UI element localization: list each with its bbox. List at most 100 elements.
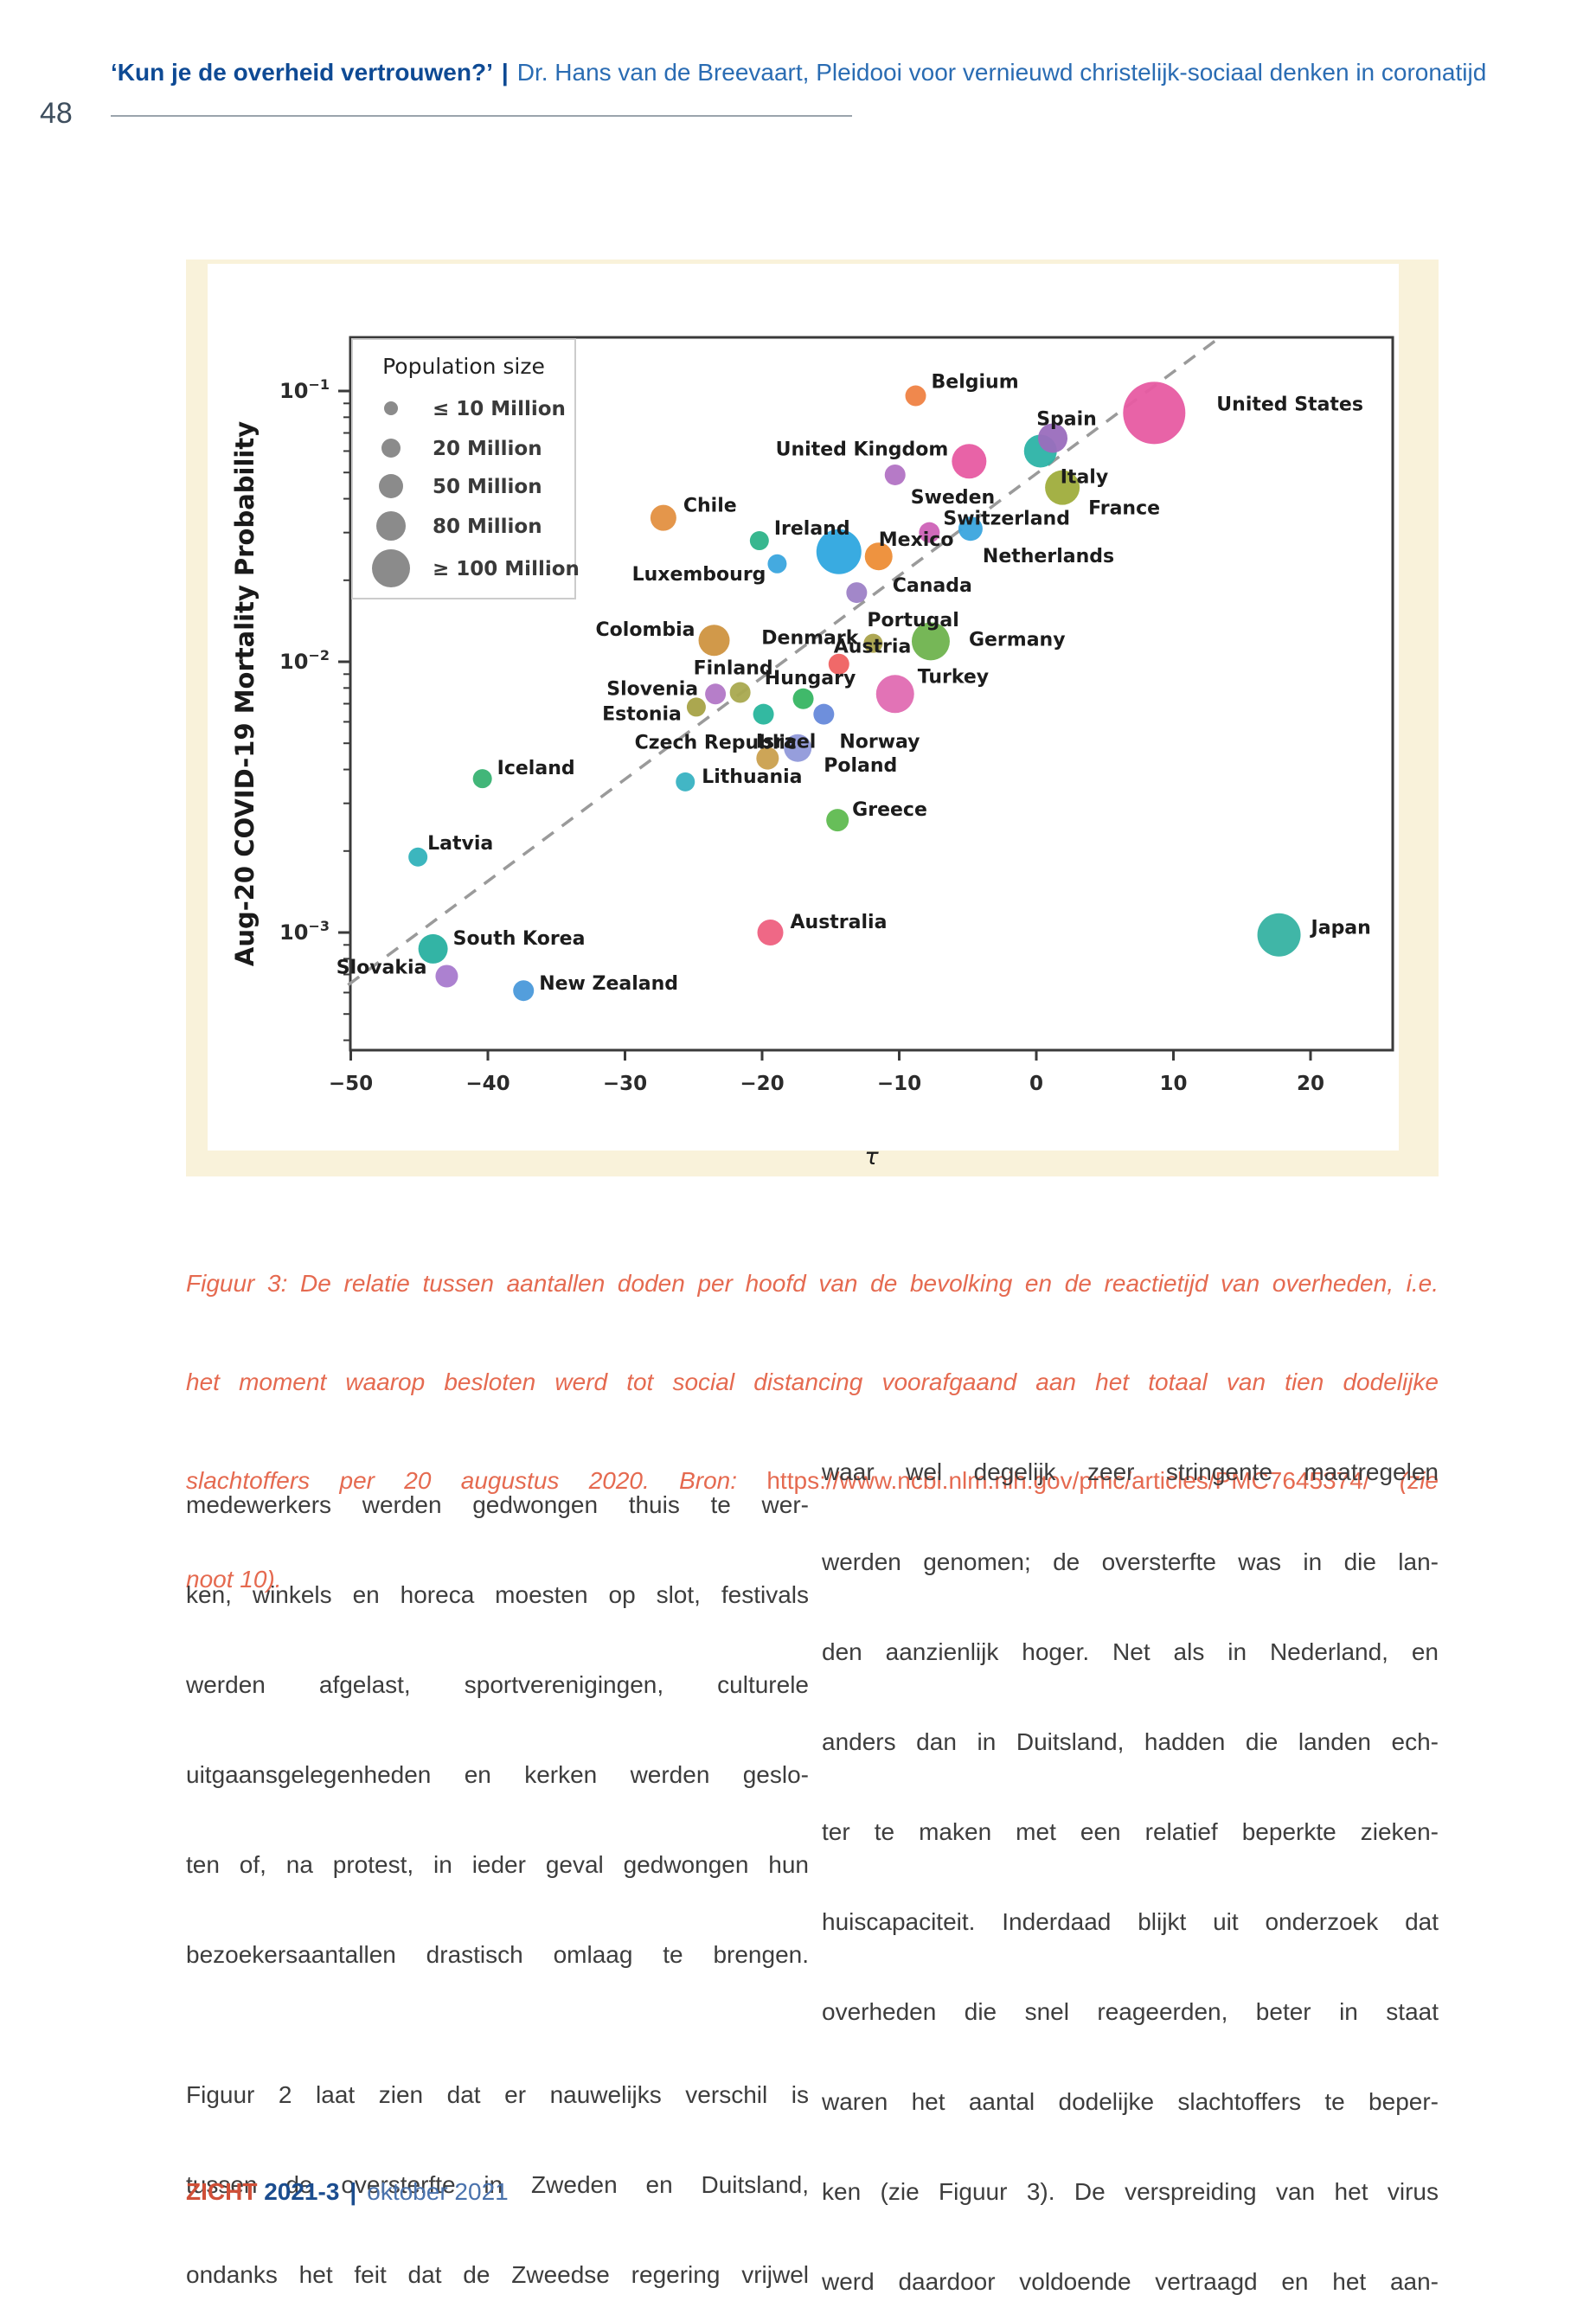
legend-title: Population size bbox=[382, 354, 545, 379]
caption-text: het moment waarop besloten werd tot soci… bbox=[186, 1368, 1439, 1395]
header-rule bbox=[111, 115, 852, 117]
footer-separator: | bbox=[349, 2178, 357, 2205]
x-tick-label: −40 bbox=[465, 1073, 510, 1095]
data-point-japan bbox=[1257, 913, 1301, 957]
data-label-australia: Australia bbox=[791, 912, 888, 933]
body-text-line: ken (zie Figuur 3). De verspreiding van … bbox=[822, 2178, 1439, 2205]
body-text-line: ken, winkels en horeca moesten op slot, … bbox=[186, 1581, 809, 1608]
y-axis-label: Aug-20 COVID-19 Mortality Probability bbox=[230, 421, 260, 966]
body-text-line: uitgaansgelegenheden en kerken werden ge… bbox=[186, 1761, 809, 1788]
body-text-line: anders dan in Duitsland, hadden die land… bbox=[822, 1728, 1439, 1755]
trend-line bbox=[347, 336, 1221, 987]
body-text-line: den aanzienlijk hoger. Net als in Nederl… bbox=[822, 1638, 1439, 1665]
caption-line: het moment waarop besloten werd tot soci… bbox=[186, 1357, 1439, 1456]
legend-circle-1 bbox=[381, 439, 401, 458]
body-text-line: overheden die snel reageerden, beter in … bbox=[822, 1998, 1439, 2025]
x-tick-label: 20 bbox=[1297, 1073, 1324, 1095]
data-point-germany bbox=[911, 622, 950, 661]
data-point-france bbox=[1045, 470, 1080, 505]
data-point-czech-republic bbox=[756, 747, 779, 770]
data-label-belgium: Belgium bbox=[932, 372, 1019, 394]
x-tick-label: −20 bbox=[740, 1073, 784, 1095]
data-label-luxembourg: Luxembourg bbox=[632, 564, 766, 586]
body-text-line: tussen de oversterfte in Zweden en Duits… bbox=[186, 2171, 809, 2198]
data-point-united-states bbox=[1123, 381, 1186, 445]
data-point-estonia bbox=[686, 697, 706, 717]
data-label-estonia: Estonia bbox=[602, 703, 682, 725]
data-label-ireland: Ireland bbox=[774, 518, 850, 540]
figure-3-caption: Figuur 3: De relatie tussen aantallen do… bbox=[186, 1259, 1439, 1604]
x-tick-label: −30 bbox=[603, 1073, 647, 1095]
data-label-lithuania: Lithuania bbox=[702, 766, 802, 788]
header-article-title: ‘Kun je de overheid vertrouwen?’ bbox=[111, 59, 493, 86]
page-footer: ZICHT 2021-3 | oktober 2021 bbox=[186, 2178, 509, 2206]
legend-circle-0 bbox=[384, 401, 398, 415]
data-label-finland: Finland bbox=[694, 658, 773, 680]
footer-issue: 2021-3 bbox=[264, 2178, 340, 2205]
data-point-mexico bbox=[816, 529, 862, 574]
data-point-south-korea bbox=[418, 933, 448, 964]
body-text-line: ten of, na protest, in ieder geval gedwo… bbox=[186, 1851, 809, 1878]
legend-circle-4 bbox=[372, 549, 410, 587]
data-point-belgium bbox=[905, 385, 926, 407]
caption-line: slachtoffers per 20 augustus 2020. Bron:… bbox=[186, 1456, 1439, 1554]
data-label-austria: Austria bbox=[834, 637, 912, 658]
x-tick-label: 0 bbox=[1029, 1073, 1043, 1095]
data-point-switzerland bbox=[919, 522, 940, 543]
figure-3-bubble-chart: 10−1 10−2 10−3 −50 −40 −30 −20 −10 0 10 20 τ Aug-20 … bbox=[186, 260, 1439, 1176]
paragraph-gap bbox=[186, 2022, 809, 2073]
body-text-line: waren het aantal dodelijke slachtoffers … bbox=[822, 2088, 1439, 2115]
data-point-finland bbox=[729, 682, 751, 703]
data-label-mexico: Mexico bbox=[879, 529, 954, 551]
data-point-hungary bbox=[792, 688, 814, 709]
data-point-netherlands bbox=[958, 516, 983, 542]
body-column-left: medewerkers werden gedwongen thuis te we… bbox=[186, 1483, 809, 2301]
caption-text: Figuur 3: De relatie tussen aantallen do… bbox=[186, 1270, 1439, 1297]
legend-item-label: 20 Million bbox=[433, 438, 542, 460]
data-point-sweden bbox=[884, 464, 906, 485]
data-label-france: France bbox=[1088, 498, 1160, 520]
data-label-denmark: Denmark bbox=[761, 628, 859, 650]
body-text-line: ter te maken met een relatief beperkte z… bbox=[822, 1818, 1439, 1845]
data-label-greece: Greece bbox=[852, 799, 927, 821]
data-point-israel bbox=[753, 703, 774, 725]
caption-line: Figuur 3: De relatie tussen aantallen do… bbox=[186, 1259, 1439, 1357]
legend-circle-2 bbox=[379, 474, 403, 498]
data-label-colombia: Colombia bbox=[596, 619, 695, 641]
data-point-portugal bbox=[846, 582, 868, 604]
data-point-denmark bbox=[863, 633, 883, 653]
legend-item-label: ≤ 10 Million bbox=[433, 398, 566, 420]
body-text-line: bezoekersaantallen drastisch omlaag te b… bbox=[186, 1941, 809, 1968]
data-label-spain: Spain bbox=[1036, 408, 1097, 430]
data-label-netherlands: Netherlands bbox=[983, 546, 1114, 567]
data-label-hungary: Hungary bbox=[765, 668, 856, 689]
data-point-spain bbox=[1038, 423, 1068, 453]
data-point-iceland bbox=[472, 769, 492, 789]
x-axis-label: τ bbox=[864, 1144, 879, 1170]
data-label-new-zealand: New Zealand bbox=[539, 973, 678, 995]
data-point-canada bbox=[864, 542, 893, 571]
data-label-south-korea: South Korea bbox=[453, 928, 586, 950]
caption-source-url[interactable]: https://www.ncbi.nlm.nih.gov/pmc/article… bbox=[766, 1467, 1370, 1494]
footer-date: oktober 2021 bbox=[367, 2178, 509, 2205]
data-label-sweden: Sweden bbox=[911, 487, 995, 509]
x-tick-label: −10 bbox=[877, 1073, 921, 1095]
data-label-canada: Canada bbox=[893, 575, 972, 597]
data-label-chile: Chile bbox=[683, 496, 737, 517]
x-tick-label: 10 bbox=[1159, 1073, 1187, 1095]
running-header: ‘Kun je de overheid vertrouwen?’ | Dr. Han… bbox=[111, 59, 1581, 87]
x-tick-label: −50 bbox=[329, 1073, 373, 1095]
body-text-line: werden afgelast, sportverenigingen, cult… bbox=[186, 1671, 809, 1698]
caption-text: (zie bbox=[1369, 1467, 1439, 1494]
caption-line: noot 10). bbox=[186, 1554, 1439, 1604]
data-label-switzerland: Switzerland bbox=[943, 509, 1070, 530]
data-label-japan: Japan bbox=[1310, 918, 1371, 939]
body-text-line: medewerkers werden gedwongen thuis te we… bbox=[186, 1491, 809, 1518]
legend-item-label: 50 Million bbox=[433, 476, 542, 498]
data-label-israel: Israel bbox=[756, 732, 816, 753]
data-point-australia bbox=[757, 920, 784, 945]
data-point-poland bbox=[784, 734, 812, 762]
data-label-norway: Norway bbox=[839, 732, 920, 753]
data-label-united-states: United States bbox=[1216, 394, 1363, 415]
